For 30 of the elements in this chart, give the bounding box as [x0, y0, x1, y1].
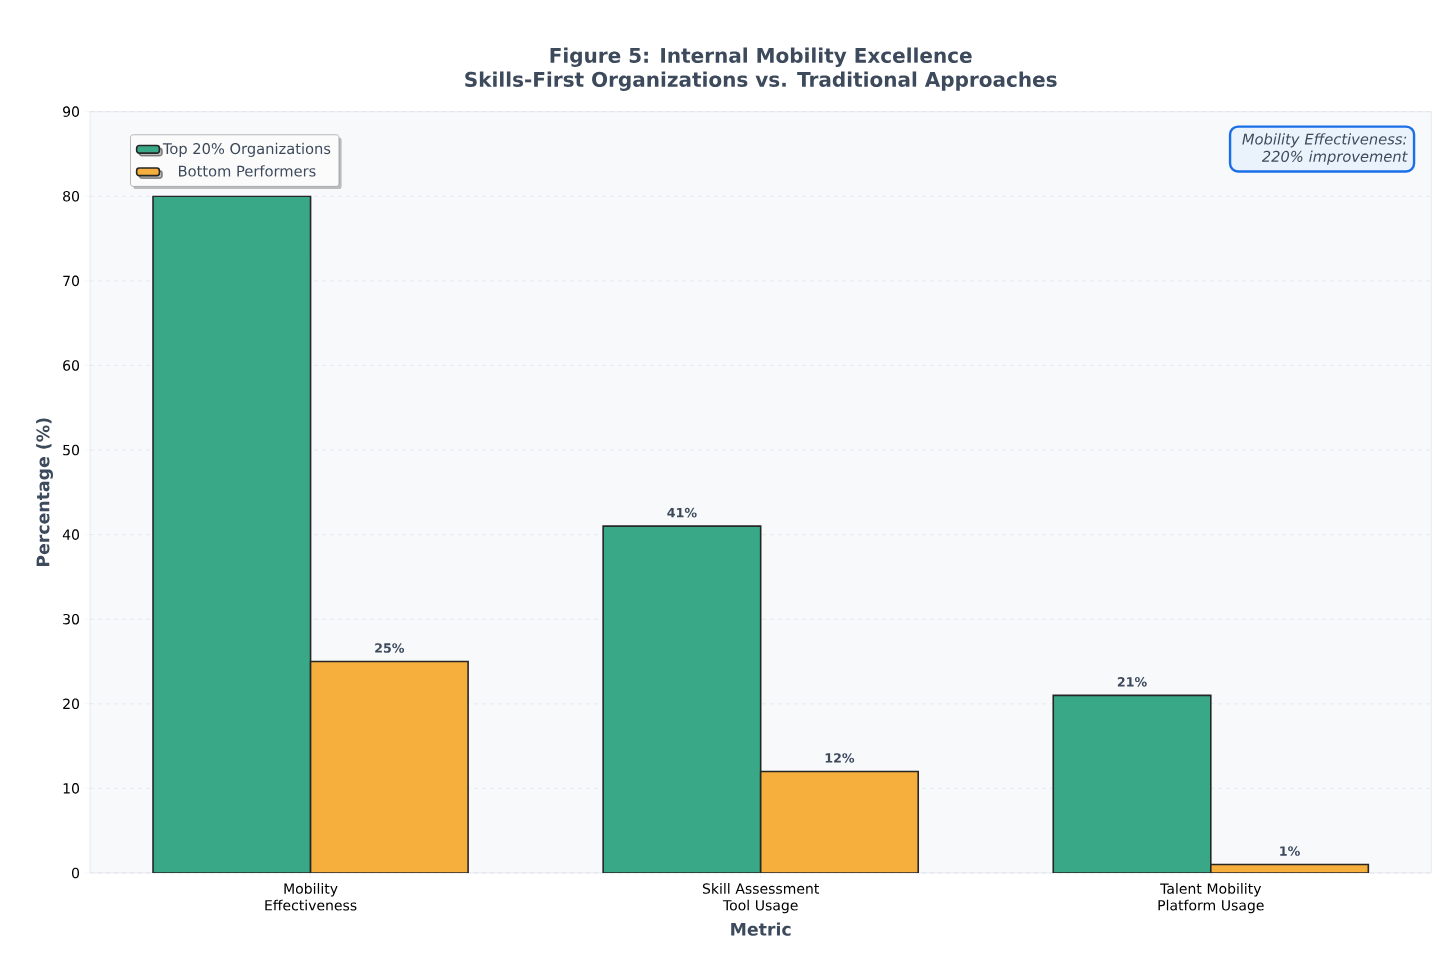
x-axis-title: Metric	[731, 922, 791, 936]
y-tick-label: 90	[63, 106, 80, 117]
data-label: 12%	[825, 753, 855, 763]
annotation: Mobility Effectiveness: 220% improvement	[1242, 133, 1408, 165]
legend-label: Top 20% Organizations	[162, 142, 331, 157]
y-tick-label: 70	[63, 275, 80, 287]
y-axis-title: Percentage (%)	[36, 418, 53, 567]
x-tick-label: Mobility Effectiveness	[265, 883, 357, 911]
y-tick-label: 50	[63, 444, 80, 456]
y-tick-label: 40	[62, 529, 80, 540]
y-tick-label: 10	[63, 783, 80, 794]
chart-title: Figure 5: Internal Mobility Excellence	[550, 47, 972, 67]
bar	[759, 770, 920, 873]
bar	[309, 660, 469, 873]
y-tick-label: 0	[71, 867, 80, 879]
data-label: 1%	[1280, 846, 1300, 856]
data-label: 25%	[375, 643, 405, 653]
bar	[152, 195, 312, 873]
legend-label: Bottom Performers	[178, 165, 316, 177]
x-tick-label: Skill Assessment Tool Usage	[702, 883, 819, 914]
bar	[1052, 694, 1212, 873]
x-tick-label: Talent Mobility Platform Usage	[1158, 883, 1264, 914]
bar	[602, 525, 762, 873]
y-tick-label: 30	[63, 613, 80, 625]
chart-subtitle: Skills-First Organizations vs. Traditional Approaches	[465, 71, 1057, 91]
data-label: 41%	[667, 507, 697, 518]
y-tick-label: 80	[63, 190, 80, 202]
data-label: 21%	[1117, 677, 1147, 687]
y-tick-label: 60	[63, 360, 80, 371]
y-tick-label: 20	[63, 698, 80, 710]
